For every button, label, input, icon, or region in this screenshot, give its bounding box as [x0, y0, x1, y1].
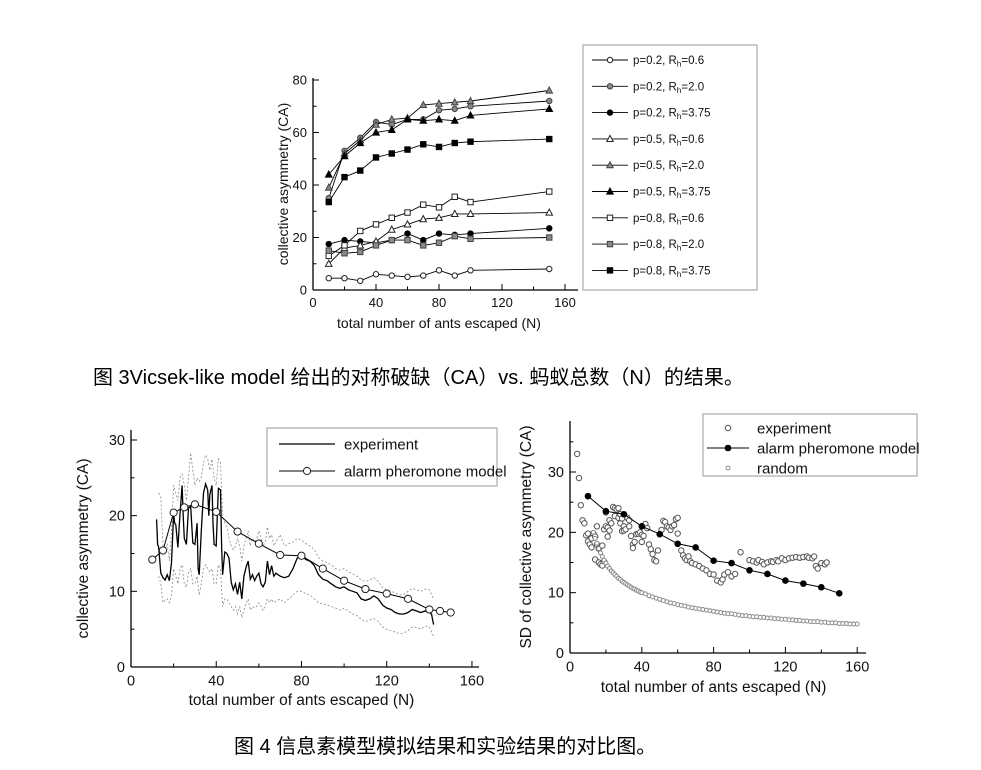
fig4-left-y-tick-label: 30 — [109, 433, 125, 449]
fig4-left-series-band-upper — [158, 452, 434, 600]
fig3-series-p08-rh20 — [325, 232, 553, 257]
fig4-left-chart: 0 40 80 120 160 0 10 20 30 total number of ants e… — [75, 427, 507, 709]
fig3-ylabel: collective asymmetry (CA) — [275, 103, 291, 266]
fig3-legend: p=0.2, Rh=0.6 p=0.2, Rh=2.0 p=0.2, Rh=3.75… — [582, 44, 758, 291]
fig4-right-x-tick-label: 80 — [706, 660, 722, 676]
fig3-x-tick-label: 40 — [369, 295, 383, 310]
fig3-legend-label-p02-rh06: p=0.2, Rh=0.6 — [633, 55, 704, 69]
fig3-x-tick-label: 0 — [309, 295, 316, 310]
fig4-right-x-tick-label: 120 — [773, 660, 797, 676]
figure4-caption: 图 4 信息素模型模拟结果和实验结果的对比图。 — [234, 736, 657, 758]
fig3-y-tick-label: 80 — [293, 73, 307, 88]
fig3-series-p08-rh06 — [325, 188, 553, 260]
fig3-legend-label-p08-rh06: p=0.8, Rh=0.6 — [633, 213, 704, 227]
fig4-left-x-tick-label: 120 — [375, 674, 399, 690]
fig3-legend-label-p05-rh375: p=0.5, Rh=3.75 — [633, 187, 711, 201]
fig3-series-p02-rh06 — [325, 265, 553, 285]
fig4-right-xlabel: total number of ants escaped (N) — [601, 679, 827, 696]
fig3-y-tick-label: 40 — [293, 178, 307, 193]
fig3-series-p05-rh375 — [324, 104, 554, 178]
fig4-right-y-tick-label: 10 — [548, 586, 564, 602]
fig4-right-legend-label-experiment: experiment — [757, 420, 832, 437]
fig4-left-series-experiment — [155, 481, 435, 625]
fig4-right-chart: 0 40 80 120 160 0 10 20 30 total number of ants e… — [518, 413, 920, 696]
fig3-y-tick-label: 0 — [300, 283, 307, 298]
fig4-left-ylabel: collective asymmetry (CA) — [75, 459, 92, 639]
fig4-left-x-tick-label: 80 — [293, 674, 309, 690]
fig4-right-series-model — [584, 492, 843, 597]
fig4-right-ylabel: SD of collective asymmetry (CA) — [518, 425, 535, 648]
fig4-left-xlabel: total number of ants escaped (N) — [189, 692, 415, 709]
fig4-right-legend: experiment alarm pheromone model random — [702, 413, 920, 477]
fig3-chart: 0 40 80 120 160 0 20 40 60 80 total number of ants… — [275, 44, 758, 331]
fig3-legend-label-p02-rh20: p=0.2, Rh=2.0 — [633, 81, 704, 95]
fig3-legend-label-p08-rh375: p=0.8, Rh=3.75 — [633, 265, 711, 279]
fig4-left-legend-label-model: alarm pheromone model — [344, 463, 507, 480]
fig4-left-legend: experiment alarm pheromone model — [266, 427, 507, 487]
fig4-right-x-tick-label: 0 — [566, 660, 574, 676]
fig4-left-series-model — [148, 500, 455, 617]
fig3-legend-label-p05-rh06: p=0.5, Rh=0.6 — [633, 134, 704, 148]
fig4-right-legend-label-random: random — [757, 460, 808, 477]
fig4-right-legend-label-model: alarm pheromone model — [757, 440, 920, 457]
fig4-left-y-tick-label: 20 — [109, 509, 125, 525]
fig3-x-tick-label: 80 — [432, 295, 446, 310]
fig3-series-p05-rh20 — [324, 85, 554, 191]
fig4-left-legend-label-experiment: experiment — [344, 436, 419, 453]
fig3-xlabel: total number of ants escaped (N) — [337, 315, 541, 331]
fig4-right-series-random — [590, 529, 860, 627]
fig4-left-y-tick-label: 10 — [109, 584, 125, 600]
fig4-left-x-tick-label: 0 — [127, 674, 135, 690]
fig3-legend-label-p02-rh375: p=0.2, Rh=3.75 — [633, 108, 711, 122]
fig4-left-y-tick-label: 0 — [117, 660, 125, 676]
fig4-right-y-tick-label: 20 — [548, 525, 564, 541]
figure3-caption: 图 3Vicsek-like model 给出的对称破缺（CA）vs. 蚂蚁总数… — [93, 367, 744, 389]
fig3-x-tick-label: 160 — [554, 295, 576, 310]
fig4-left-series-band-lower — [158, 563, 434, 637]
fig3-y-tick-label: 20 — [293, 230, 307, 245]
fig3-y-tick-label: 60 — [293, 125, 307, 140]
fig3-legend-label-p05-rh20: p=0.5, Rh=2.0 — [633, 160, 704, 174]
fig3-x-tick-label: 120 — [491, 295, 513, 310]
fig3-legend-label-p08-rh20: p=0.8, Rh=2.0 — [633, 239, 704, 253]
fig3-series-p08-rh375 — [325, 135, 553, 206]
fig4-right-x-tick-label: 40 — [634, 660, 650, 676]
fig4-right-y-tick-label: 0 — [556, 646, 564, 662]
fig4-left-x-tick-label: 40 — [208, 674, 224, 690]
fig4-right-y-tick-label: 30 — [548, 465, 564, 481]
fig4-right-x-tick-label: 160 — [845, 660, 869, 676]
fig4-left-x-tick-label: 160 — [460, 674, 484, 690]
